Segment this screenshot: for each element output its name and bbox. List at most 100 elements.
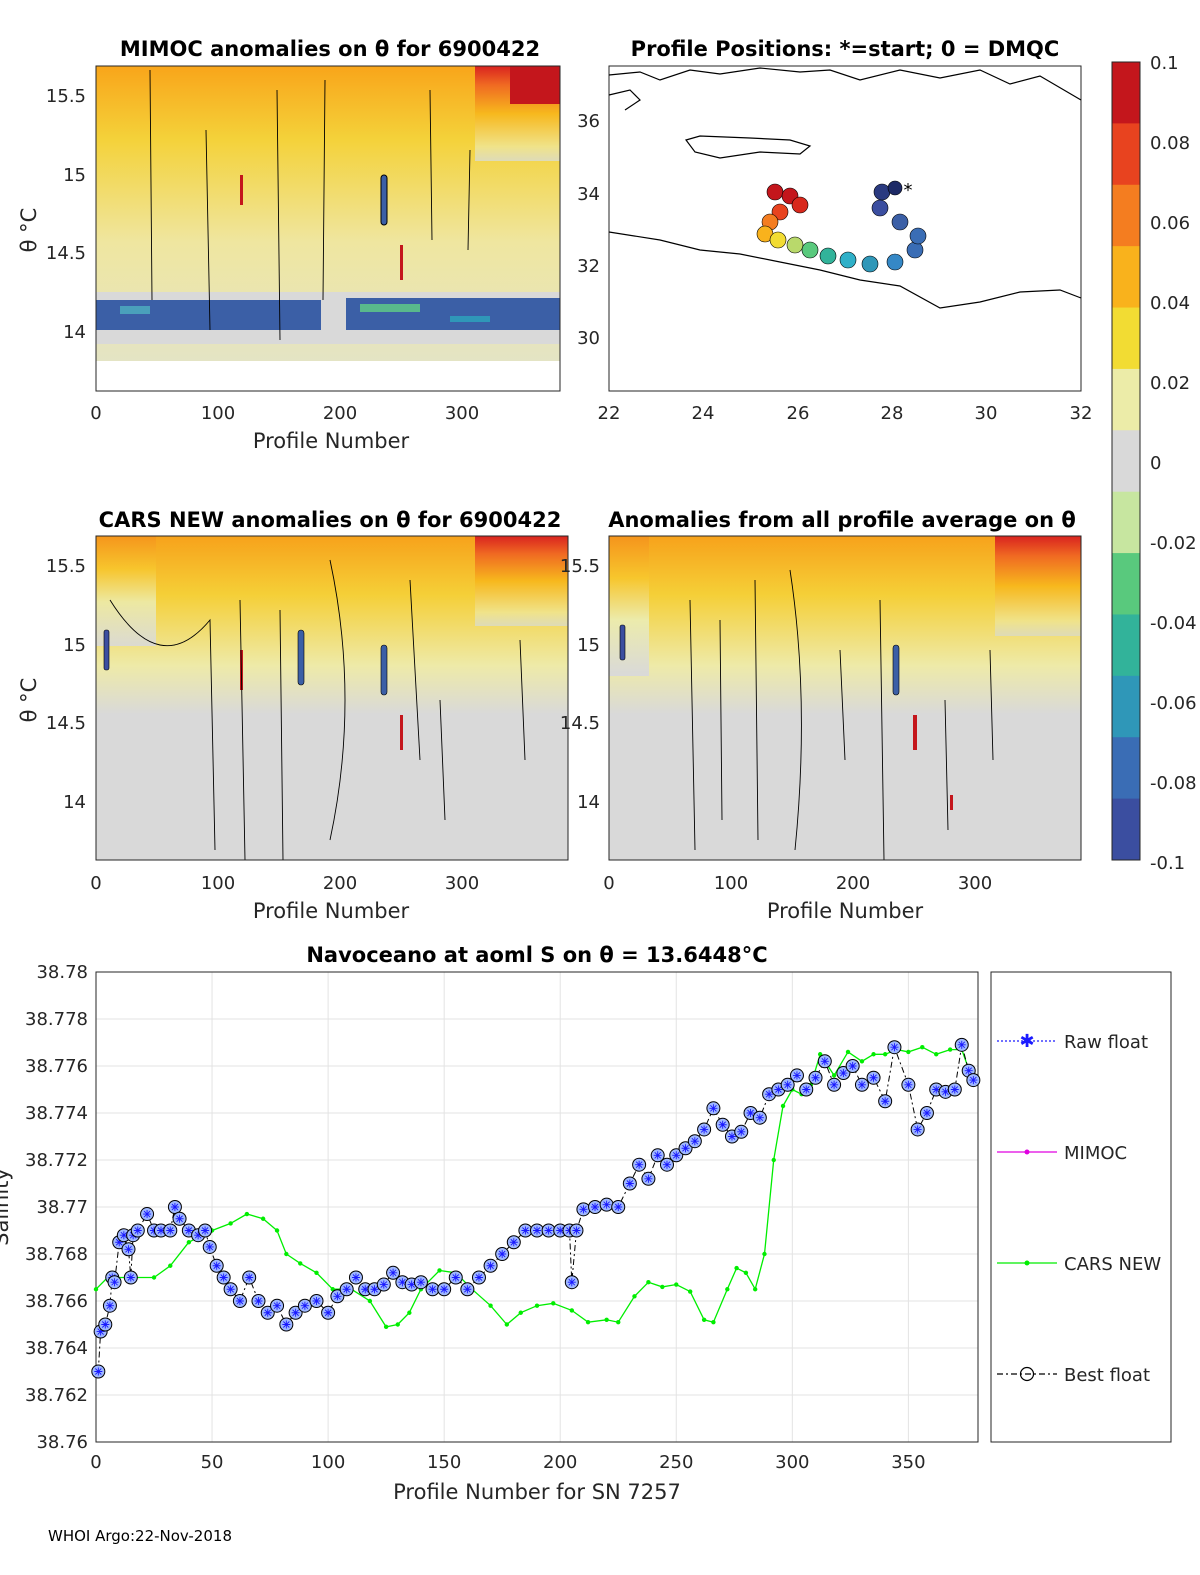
mimoc-xticks: 0 100 200 300 <box>90 403 479 424</box>
cars-new-point <box>947 1047 953 1052</box>
raw-float-point <box>235 1297 244 1305</box>
track-point <box>891 213 909 231</box>
y-tick-label: 38.774 <box>25 1103 88 1124</box>
colorbar-blocks <box>1112 62 1140 861</box>
cars-new-point <box>367 1298 373 1304</box>
cars-new-point <box>314 1270 319 1276</box>
x-tick-label: 350 <box>891 1452 925 1473</box>
cars-new-point <box>762 1251 767 1257</box>
raw-float-point <box>175 1214 184 1223</box>
y-tick-label: 38.764 <box>25 1338 88 1359</box>
y-tick-label: 38.76 <box>36 1432 88 1453</box>
y-tick-label: 38.78 <box>36 962 88 983</box>
x-tick-label: 200 <box>323 873 357 894</box>
x-tick-label: 28 <box>881 403 904 424</box>
mimoc-contours <box>149 69 471 341</box>
panel-average: Anomalies from all profile average on θ … <box>560 508 1082 923</box>
y-tick-label: 38.762 <box>25 1385 88 1406</box>
y-tick-label: 38.776 <box>25 1056 88 1077</box>
start-marker: * <box>904 180 913 201</box>
y-tick-label: 38.778 <box>25 1009 88 1030</box>
cars-contours <box>109 559 526 861</box>
cars-new-point <box>725 1287 730 1292</box>
colorbar-tick: 0 <box>1150 453 1161 474</box>
raw-float-point <box>567 1278 576 1287</box>
track-point <box>861 255 879 273</box>
track-point <box>766 183 784 201</box>
avg-axes <box>608 535 1082 861</box>
raw-float-point <box>440 1285 449 1294</box>
raw-float-point <box>124 1245 133 1254</box>
cars-new-point <box>186 1240 192 1245</box>
raw-float-point <box>219 1273 228 1282</box>
cars-axes <box>95 535 569 861</box>
colorbar-tick: -0.02 <box>1150 533 1197 554</box>
raw-float-point <box>579 1205 588 1214</box>
x-tick-label: 300 <box>445 403 479 424</box>
x-tick-label: 200 <box>323 403 357 424</box>
track-point <box>819 247 837 265</box>
raw-float-point <box>681 1144 690 1153</box>
colorbar-tick: 0.04 <box>1150 293 1190 314</box>
raw-float-point <box>922 1109 931 1117</box>
x-tick-label: 24 <box>692 403 715 424</box>
cars-new-point <box>859 1059 865 1064</box>
colorbar-tick: -0.08 <box>1150 773 1197 794</box>
x-tick-label: 0 <box>90 403 101 424</box>
coastline-north <box>608 67 1082 101</box>
panel-positions: Profile Positions: *=start; 0 = DMQC <box>577 37 1092 424</box>
cars-new-point <box>395 1322 400 1327</box>
legend-label: Raw float <box>1064 1032 1148 1053</box>
track-point <box>871 199 889 217</box>
y-tick-label: 14 <box>63 792 86 813</box>
x-tick-label: 0 <box>90 1452 101 1473</box>
cars-new-point <box>934 1052 939 1057</box>
cars-new-point <box>831 1073 837 1078</box>
dot-icon <box>1024 1260 1030 1266</box>
raw-float-point <box>774 1085 783 1094</box>
cars-new-point <box>752 1287 758 1292</box>
chart-title: Navoceano at aoml S on θ = 13.6448°C <box>306 943 767 967</box>
y-tick-label: 14.5 <box>46 713 86 734</box>
raw-float-point <box>273 1301 282 1310</box>
raw-float-point <box>407 1280 416 1289</box>
y-tick-label: 38.766 <box>25 1291 88 1312</box>
x-tick-label: 100 <box>714 873 748 894</box>
raw-float-point <box>143 1210 152 1219</box>
raw-float-point <box>156 1226 165 1235</box>
track-point <box>906 241 924 259</box>
cars-new-point <box>569 1308 575 1313</box>
panel-mimoc-title: MIMOC anomalies on θ for 6900422 <box>120 37 540 61</box>
raw-float-point <box>662 1160 671 1169</box>
raw-float-point <box>765 1090 774 1099</box>
chart-legend: ✱ Raw float MIMOC CARS NEW Best float <box>990 971 1172 1443</box>
y-tick-label: 38.768 <box>25 1244 88 1265</box>
colorbar-tick: -0.1 <box>1150 853 1185 874</box>
raw-float-point <box>291 1308 300 1317</box>
raw-float-point <box>201 1226 210 1235</box>
raw-float-point <box>194 1231 203 1240</box>
raw-float-point <box>755 1113 764 1122</box>
positions-xticks: 22 24 26 28 30 32 <box>598 403 1093 424</box>
cars-xticks: 0 100 200 300 <box>90 873 479 894</box>
raw-float-point <box>653 1151 662 1160</box>
legend-label: Best float <box>1064 1365 1150 1386</box>
cars-new-point <box>604 1317 609 1323</box>
raw-float-point <box>170 1203 179 1211</box>
y-tick-label: 32 <box>577 256 600 277</box>
raw-float-point <box>635 1160 644 1169</box>
x-tick-label: 100 <box>311 1452 345 1473</box>
raw-float-point <box>802 1085 811 1094</box>
x-tick-label: 50 <box>201 1452 224 1473</box>
cars-streak <box>380 644 388 696</box>
colorbar-block <box>1112 368 1140 431</box>
raw-float-point <box>848 1062 857 1070</box>
colorbar-ticks: 0.1 0.08 0.06 0.04 0.02 0 -0.02 -0.04 -0… <box>1150 53 1197 874</box>
colorbar-block <box>1112 798 1140 861</box>
float-track: * <box>756 180 927 273</box>
track-point <box>786 236 804 254</box>
raw-float-point <box>398 1278 407 1287</box>
raw-float-point <box>913 1125 922 1134</box>
cars-streak <box>297 629 305 686</box>
